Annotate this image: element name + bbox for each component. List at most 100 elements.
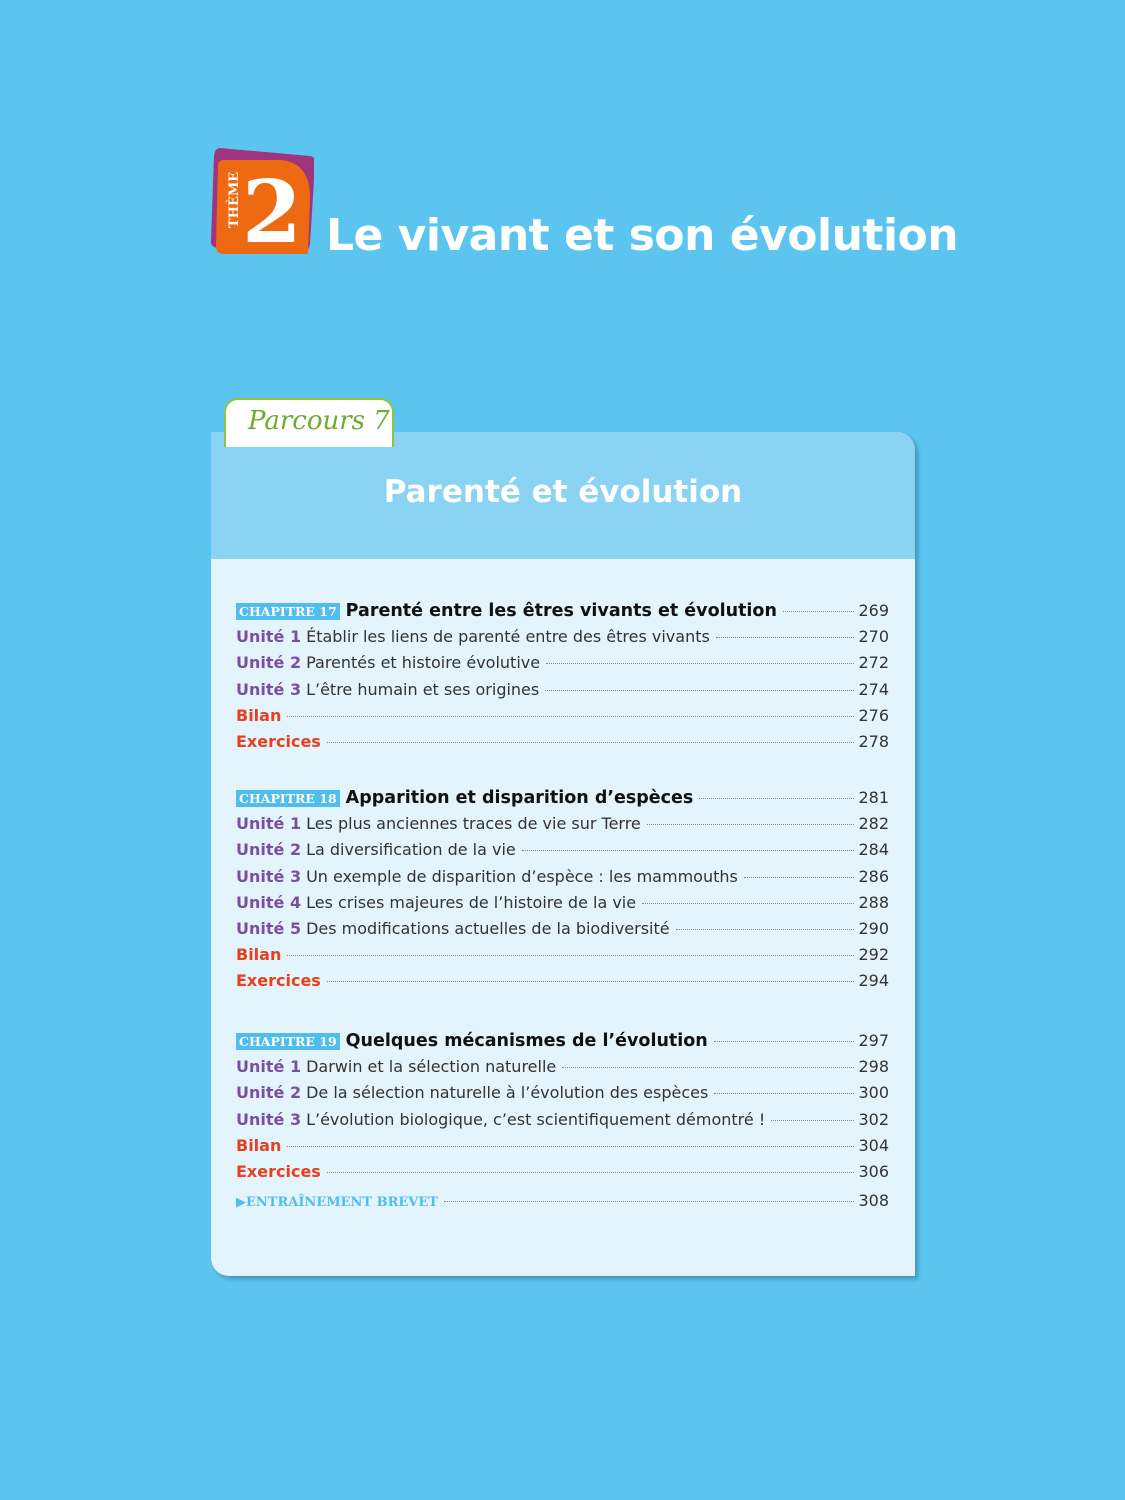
toc-row[interactable]: Unité 4 Les crises majeures de l’histoire…	[236, 893, 889, 919]
toc-row[interactable]: Unité 3 L’être humain et ses origines 274	[236, 680, 889, 706]
dot-leader	[642, 902, 855, 904]
chapter-section: CHAPITRE 19 Quelques mécanismes de l’évol…	[236, 1031, 889, 1217]
dot-leader	[771, 1119, 855, 1121]
unit-title: Un exemple de disparition d’espèce : les…	[306, 866, 738, 886]
toc-row[interactable]: Unité 3 L’évolution biologique, c’est sci…	[236, 1110, 889, 1136]
dot-leader	[287, 715, 855, 717]
unit-title: La diversification de la vie	[306, 840, 516, 860]
dot-leader	[646, 824, 855, 826]
page-number: 297	[858, 1031, 889, 1050]
chapter-badge: CHAPITRE 17	[236, 603, 340, 620]
chapter-section: CHAPITRE 17 Parenté entre les êtres vivan…	[236, 601, 889, 758]
dot-leader	[699, 798, 855, 799]
page-number: 298	[858, 1057, 889, 1077]
dot-leader	[743, 876, 855, 878]
toc-row[interactable]: Exercices 306	[236, 1162, 889, 1188]
page-number: 302	[858, 1109, 889, 1129]
toc-row[interactable]: Unité 1 Établir les liens de parenté entr…	[236, 627, 889, 653]
theme-number: 2	[242, 162, 302, 254]
page-number: 308	[858, 1191, 889, 1211]
unit-label: Unité 4	[236, 892, 302, 912]
page-number: 272	[858, 653, 889, 673]
page-number: 306	[858, 1161, 889, 1181]
section-label: Bilan	[236, 1135, 282, 1155]
dot-leader	[326, 741, 855, 743]
unit-title: Parentés et histoire évolutive	[306, 653, 541, 673]
toc-row[interactable]: Unité 1 Darwin et la sélection naturelle 2…	[236, 1057, 889, 1083]
dot-leader	[521, 850, 855, 852]
toc-card: Parenté et évolution	[211, 432, 915, 1276]
chapter-title: Apparition et disparition d’espèces	[345, 788, 694, 808]
toc-row[interactable]: Unité 2 La diversification de la vie 284	[236, 840, 889, 866]
chapter-badge: CHAPITRE 19	[236, 1033, 340, 1050]
page-number: 290	[858, 918, 889, 938]
chapter-row[interactable]: CHAPITRE 18 Apparition et disparition d’e…	[236, 788, 889, 814]
brevet-label: ENTRAÎNEMENT BREVET	[246, 1195, 438, 1211]
section-label: Exercices	[236, 1161, 321, 1181]
section-label: Exercices	[236, 731, 321, 751]
toc-row[interactable]: Exercices 278	[236, 732, 889, 758]
unit-title: Les plus anciennes traces de vie sur Ter…	[306, 814, 641, 834]
dot-leader	[562, 1067, 855, 1069]
chapter-row[interactable]: CHAPITRE 17 Parenté entre les êtres vivan…	[236, 601, 889, 627]
unit-title: Des modifications actuelles de la biodiv…	[306, 918, 670, 938]
toc-row[interactable]: Unité 2 De la sélection naturelle à l’évo…	[236, 1083, 889, 1109]
dot-leader	[675, 928, 855, 930]
unit-label: Unité 3	[236, 679, 302, 699]
toc-row[interactable]: Unité 3 Un exemple de disparition d’espèc…	[236, 867, 889, 893]
unit-title: Établir les liens de parenté entre des ê…	[306, 627, 710, 647]
dot-leader	[443, 1201, 855, 1203]
chapter-row[interactable]: CHAPITRE 19 Quelques mécanismes de l’évol…	[236, 1031, 889, 1057]
chapter-title: Quelques mécanismes de l’évolution	[345, 1031, 708, 1051]
page-number: 274	[858, 679, 889, 699]
page-number: 304	[858, 1135, 889, 1155]
theme-title: Le vivant et son évolution	[326, 210, 959, 261]
page-number: 288	[858, 892, 889, 912]
unit-label: Unité 2	[236, 653, 302, 673]
dot-leader	[326, 1171, 855, 1173]
unit-title: L’évolution biologique, c’est scientifiq…	[306, 1109, 766, 1129]
brevet-arrow-icon: ▶	[236, 1195, 246, 1211]
unit-title: De la sélection naturelle à l’évolution …	[306, 1083, 709, 1103]
toc-row[interactable]: Bilan 304	[236, 1136, 889, 1162]
unit-label: Unité 5	[236, 918, 302, 938]
unit-title: Darwin et la sélection naturelle	[306, 1057, 557, 1077]
unit-title: L’être humain et ses origines	[306, 679, 540, 699]
page-number: 278	[858, 731, 889, 751]
parcours-title: Parenté et évolution	[211, 432, 915, 559]
unit-label: Unité 2	[236, 840, 302, 860]
page-number: 276	[858, 705, 889, 725]
section-label: Bilan	[236, 945, 282, 965]
dot-leader	[545, 689, 855, 691]
dot-leader	[287, 955, 855, 957]
toc-row[interactable]: Bilan 276	[236, 706, 889, 732]
toc-row[interactable]: ▶ ENTRAÎNEMENT BREVET 308	[236, 1191, 889, 1217]
toc-row[interactable]: Exercices 294	[236, 971, 889, 997]
page-number: 300	[858, 1083, 889, 1103]
page-number: 269	[858, 601, 889, 620]
page-number: 294	[858, 971, 889, 991]
chapter-badge: CHAPITRE 18	[236, 790, 340, 807]
unit-label: Unité 3	[236, 866, 302, 886]
chapter-section: CHAPITRE 18 Apparition et disparition d’e…	[236, 788, 889, 998]
unit-label: Unité 1	[236, 814, 302, 834]
page-number: 292	[858, 945, 889, 965]
toc-row[interactable]: Bilan 292	[236, 945, 889, 971]
page-number: 281	[858, 788, 889, 807]
dot-leader	[546, 663, 855, 665]
theme-label: THÈME	[226, 172, 242, 228]
page-number: 284	[858, 840, 889, 860]
toc-row[interactable]: Unité 5 Des modifications actuelles de la…	[236, 919, 889, 945]
dot-leader	[713, 1041, 855, 1042]
dot-leader	[715, 637, 855, 639]
parcours-tab: Parcours 7	[224, 398, 394, 447]
theme-logo: THÈME 2	[210, 148, 316, 263]
unit-label: Unité 3	[236, 1109, 302, 1129]
dot-leader	[714, 1093, 855, 1095]
toc-row[interactable]: Unité 1 Les plus anciennes traces de vie …	[236, 814, 889, 840]
toc-row[interactable]: Unité 2 Parentés et histoire évolutive 272	[236, 653, 889, 679]
chapter-title: Parenté entre les êtres vivants et évolu…	[345, 601, 777, 621]
page-number: 282	[858, 814, 889, 834]
unit-label: Unité 1	[236, 627, 302, 647]
unit-title: Les crises majeures de l’histoire de la …	[306, 892, 637, 912]
